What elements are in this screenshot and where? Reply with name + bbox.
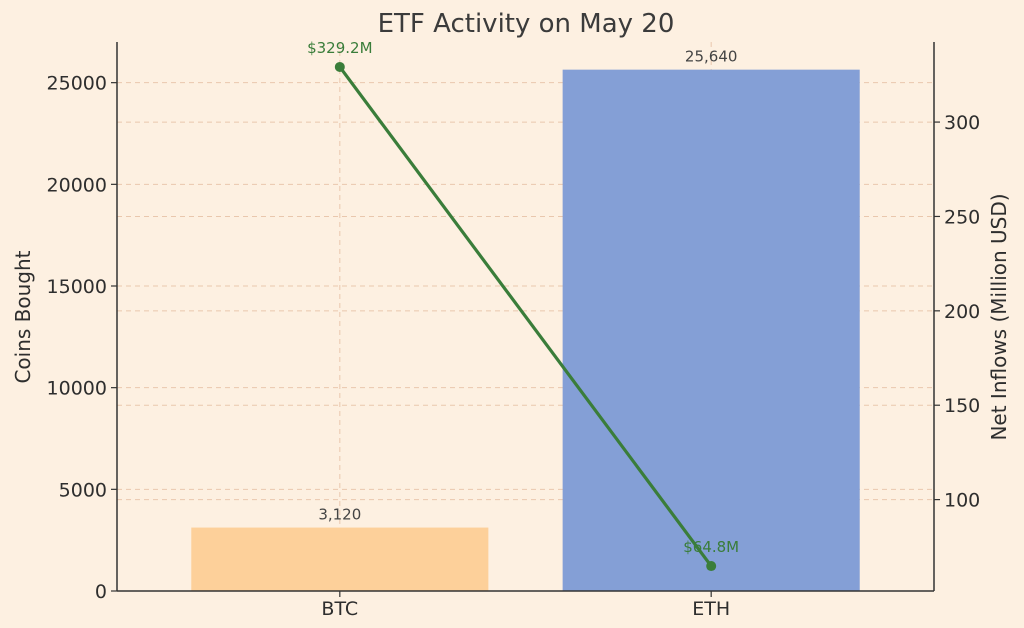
y-right-tick-label: 300 bbox=[944, 112, 980, 134]
line-value-label: $64.8M bbox=[683, 538, 739, 556]
y-left-axis-label: Coins Bought bbox=[11, 250, 35, 383]
x-tick-label: BTC bbox=[321, 598, 358, 620]
x-tick-label: ETH bbox=[692, 598, 730, 620]
y-right-tick-label: 250 bbox=[944, 206, 980, 228]
bar-btc bbox=[191, 527, 489, 591]
net-inflows-line bbox=[334, 61, 717, 572]
line-value-label: $329.2M bbox=[307, 39, 372, 57]
chart-title: ETF Activity on May 20 bbox=[378, 9, 675, 39]
data-labels: 3,120 25,640 $329.2M $64.8M bbox=[307, 39, 739, 556]
net-inflows-point bbox=[334, 61, 345, 72]
bar-eth bbox=[562, 69, 860, 592]
y-right-axis-label: Net Inflows (Million USD) bbox=[987, 193, 1011, 440]
y-right-tick-label: 200 bbox=[944, 301, 980, 323]
bar-value-label: 3,120 bbox=[318, 506, 361, 524]
bars bbox=[191, 69, 860, 592]
bar-value-label: 25,640 bbox=[685, 48, 738, 66]
y-left-tick-label: 20000 bbox=[47, 174, 107, 196]
y-left-tick-label: 0 bbox=[95, 581, 107, 603]
y-left-tick-label: 10000 bbox=[47, 378, 107, 400]
net-inflows-point bbox=[706, 561, 717, 572]
y-right-tick-label: 150 bbox=[944, 395, 980, 417]
y-left-tick-label: 25000 bbox=[47, 73, 107, 95]
y-left-tick-label: 5000 bbox=[59, 479, 107, 501]
y-right-tick-label: 100 bbox=[944, 490, 980, 512]
y-left-tick-label: 15000 bbox=[47, 276, 107, 298]
grid bbox=[117, 42, 934, 591]
axes: 0 5000 10000 15000 20000 25000 100 150 200 250 300… bbox=[47, 42, 980, 620]
net-inflows-polyline bbox=[338, 65, 713, 568]
